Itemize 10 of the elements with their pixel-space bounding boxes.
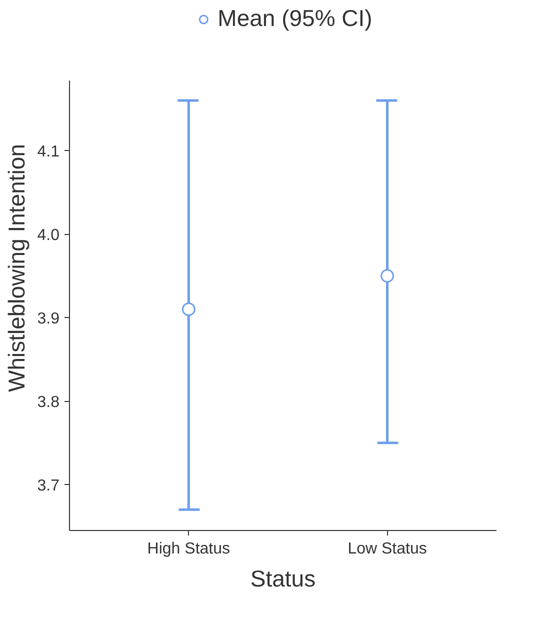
x-axis-title: Status [250,566,316,592]
y-axis-title: Whistleblowing Intention [3,144,30,392]
x-tick-label: High Status [147,540,230,558]
y-tick-label: 3.9 [37,310,60,328]
y-tick-label: 3.8 [37,394,60,412]
x-tick-label: Low Status [348,540,427,558]
y-tick-label: 4.0 [37,227,60,244]
legend-label: Mean (95% CI) [218,5,372,32]
y-tick-label: 4.1 [37,144,60,161]
y-tick-label: 3.7 [37,478,60,495]
